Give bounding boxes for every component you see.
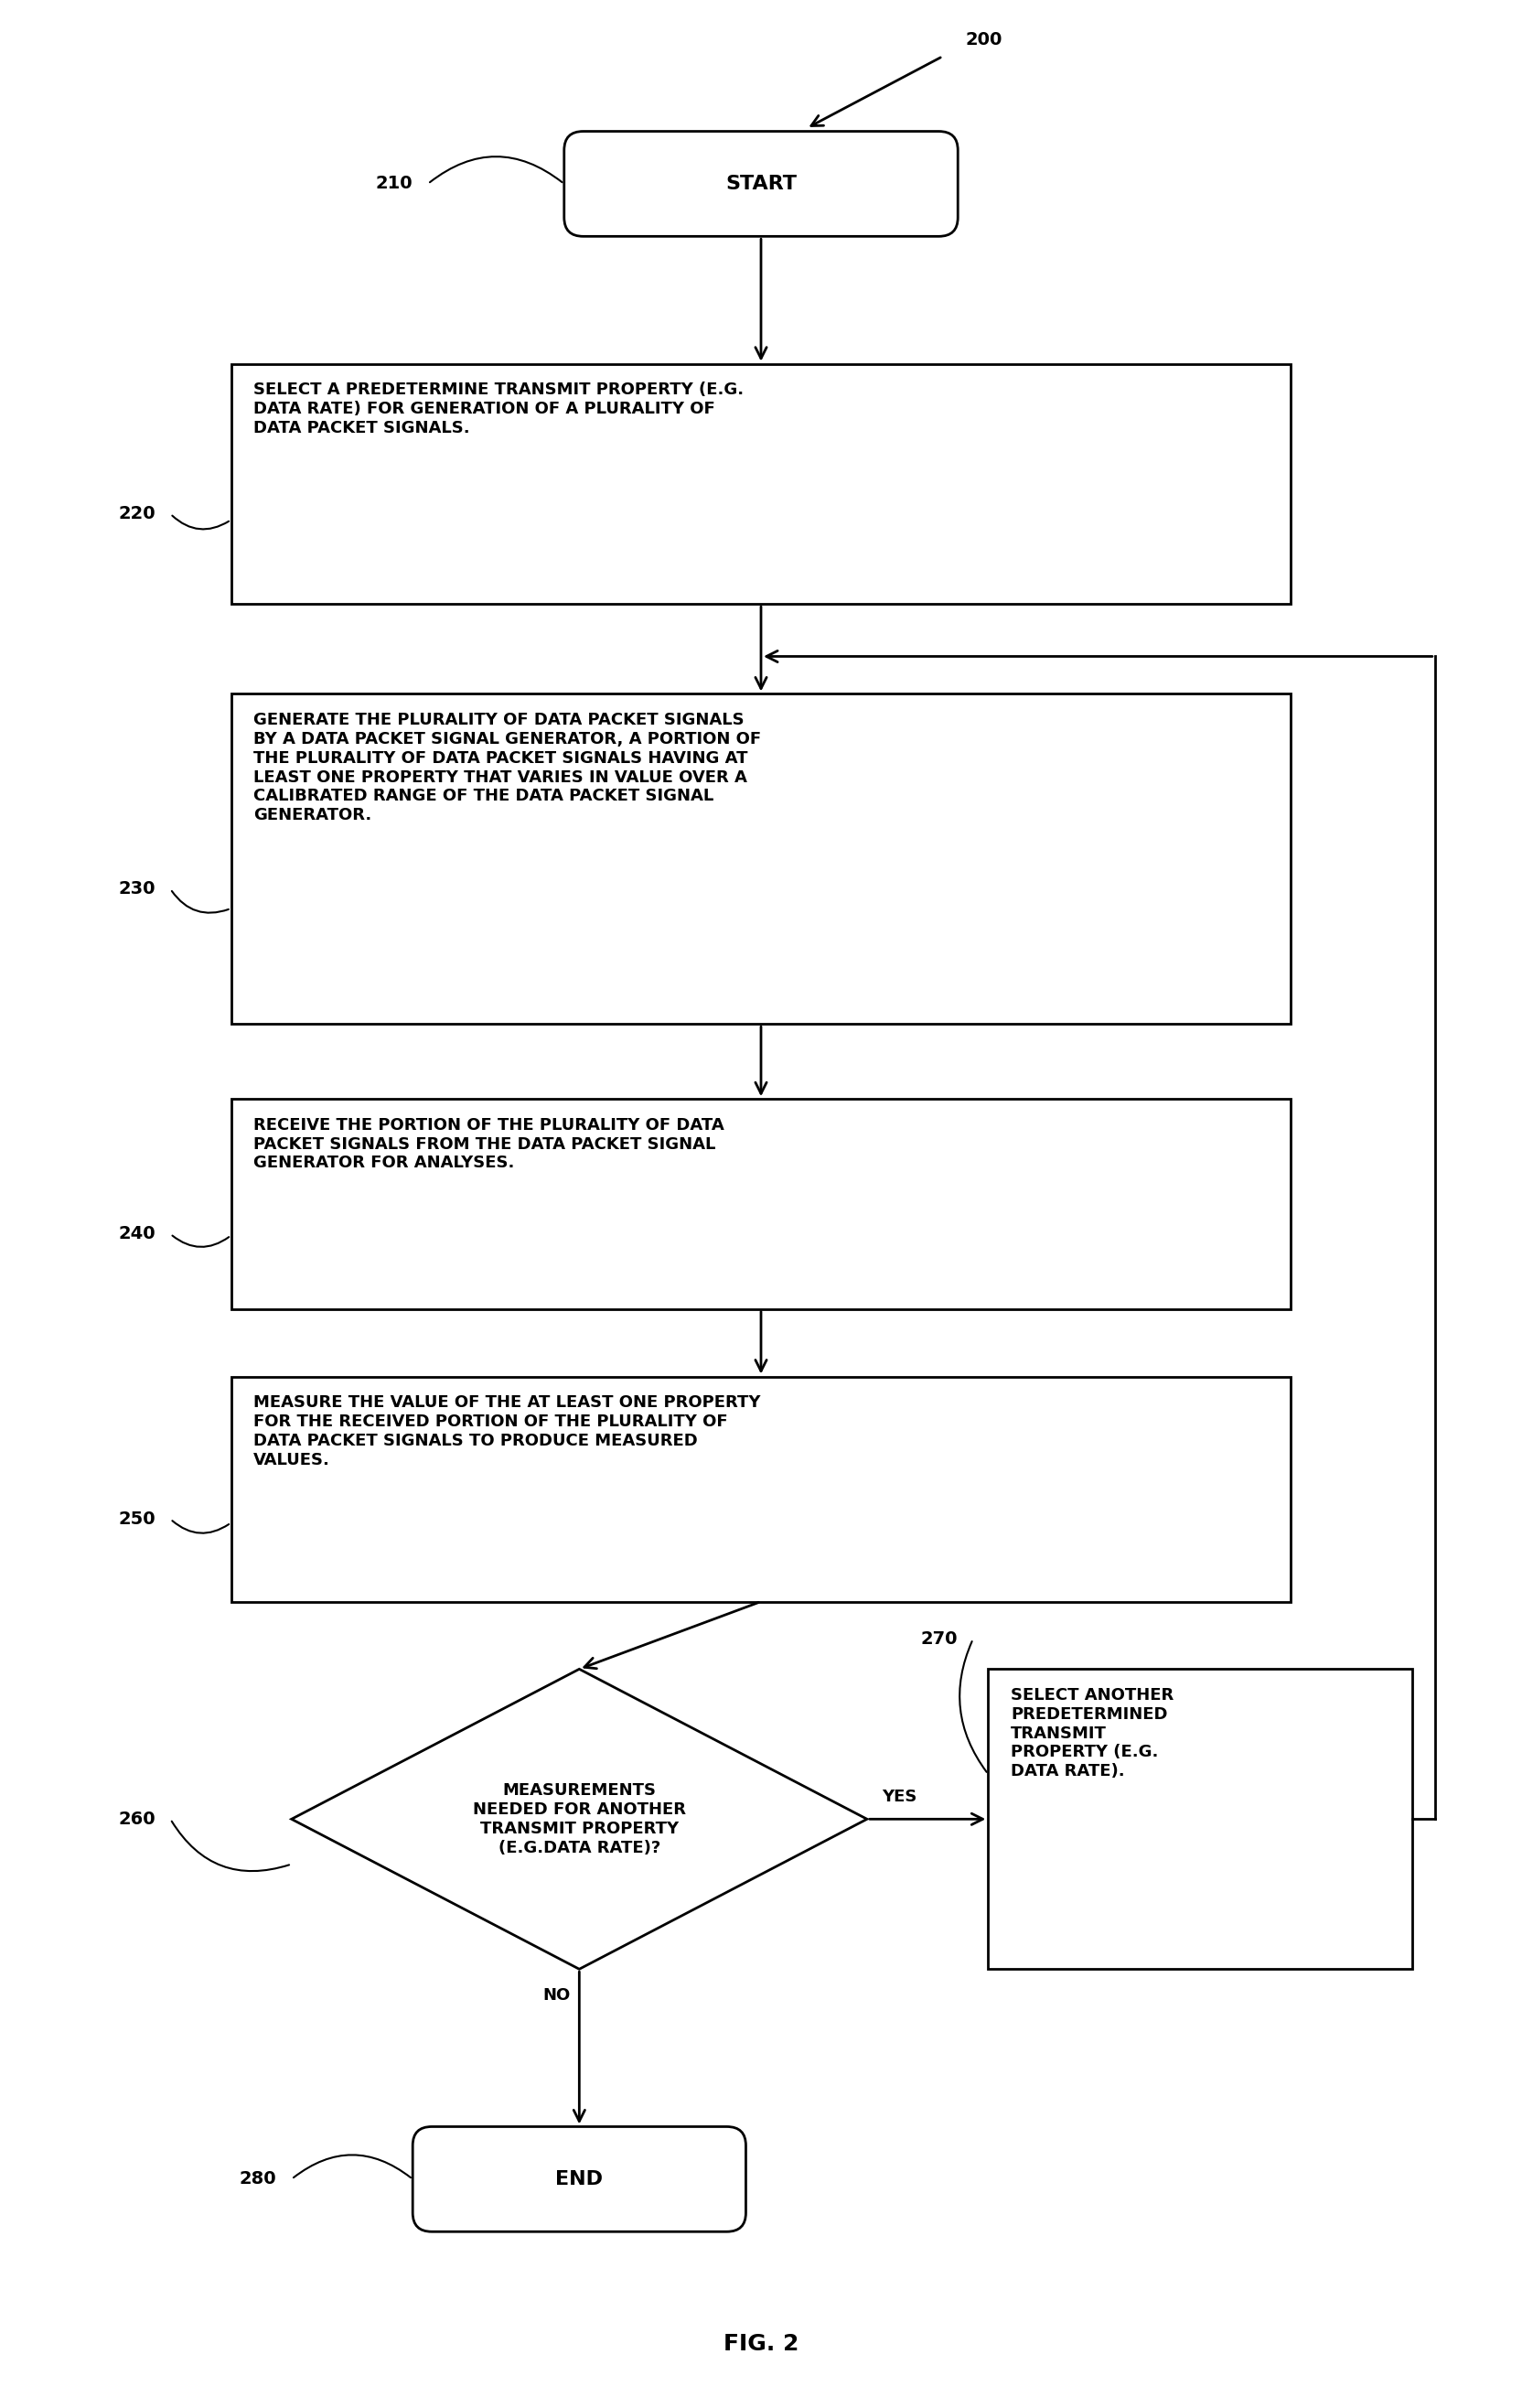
Text: MEASUREMENTS
NEEDED FOR ANOTHER
TRANSMIT PROPERTY
(E.G.DATA RATE)?: MEASUREMENTS NEEDED FOR ANOTHER TRANSMIT…	[473, 1782, 686, 1857]
Text: 280: 280	[239, 2170, 277, 2189]
Bar	[231, 1377, 1291, 1601]
Text: FIG. 2: FIG. 2	[723, 2333, 799, 2355]
Text: SELECT ANOTHER
PREDETERMINED
TRANSMIT
PROPERTY (E.G.
DATA RATE).: SELECT ANOTHER PREDETERMINED TRANSMIT PR…	[1011, 1688, 1173, 1780]
Bar	[988, 1669, 1412, 1970]
Bar	[231, 1098, 1291, 1310]
Text: 200: 200	[965, 31, 1003, 48]
Text: MEASURE THE VALUE OF THE AT LEAST ONE PROPERTY
FOR THE RECEIVED PORTION OF THE P: MEASURE THE VALUE OF THE AT LEAST ONE PR…	[254, 1394, 761, 1469]
Polygon shape	[292, 1669, 868, 1970]
FancyBboxPatch shape	[565, 132, 957, 236]
Text: SELECT A PREDETERMINE TRANSMIT PROPERTY (E.G.
DATA RATE) FOR GENERATION OF A PLU: SELECT A PREDETERMINE TRANSMIT PROPERTY …	[254, 383, 744, 436]
Text: YES: YES	[883, 1789, 918, 1806]
Text: 220: 220	[119, 506, 155, 523]
Text: NO: NO	[543, 1987, 571, 2003]
Bar	[231, 364, 1291, 604]
Text: 260: 260	[119, 1811, 155, 1828]
Text: 230: 230	[119, 881, 155, 898]
Text: 210: 210	[376, 176, 412, 193]
FancyBboxPatch shape	[412, 2126, 746, 2232]
Text: RECEIVE THE PORTION OF THE PLURALITY OF DATA
PACKET SIGNALS FROM THE DATA PACKET: RECEIVE THE PORTION OF THE PLURALITY OF …	[254, 1117, 724, 1173]
Text: 270: 270	[921, 1630, 957, 1647]
Text: GENERATE THE PLURALITY OF DATA PACKET SIGNALS
BY A DATA PACKET SIGNAL GENERATOR,: GENERATE THE PLURALITY OF DATA PACKET SI…	[254, 713, 761, 824]
Text: START: START	[726, 176, 796, 193]
Text: 240: 240	[119, 1226, 155, 1243]
Bar	[231, 694, 1291, 1023]
Text: END: END	[556, 2170, 603, 2189]
Text: 250: 250	[119, 1510, 155, 1527]
